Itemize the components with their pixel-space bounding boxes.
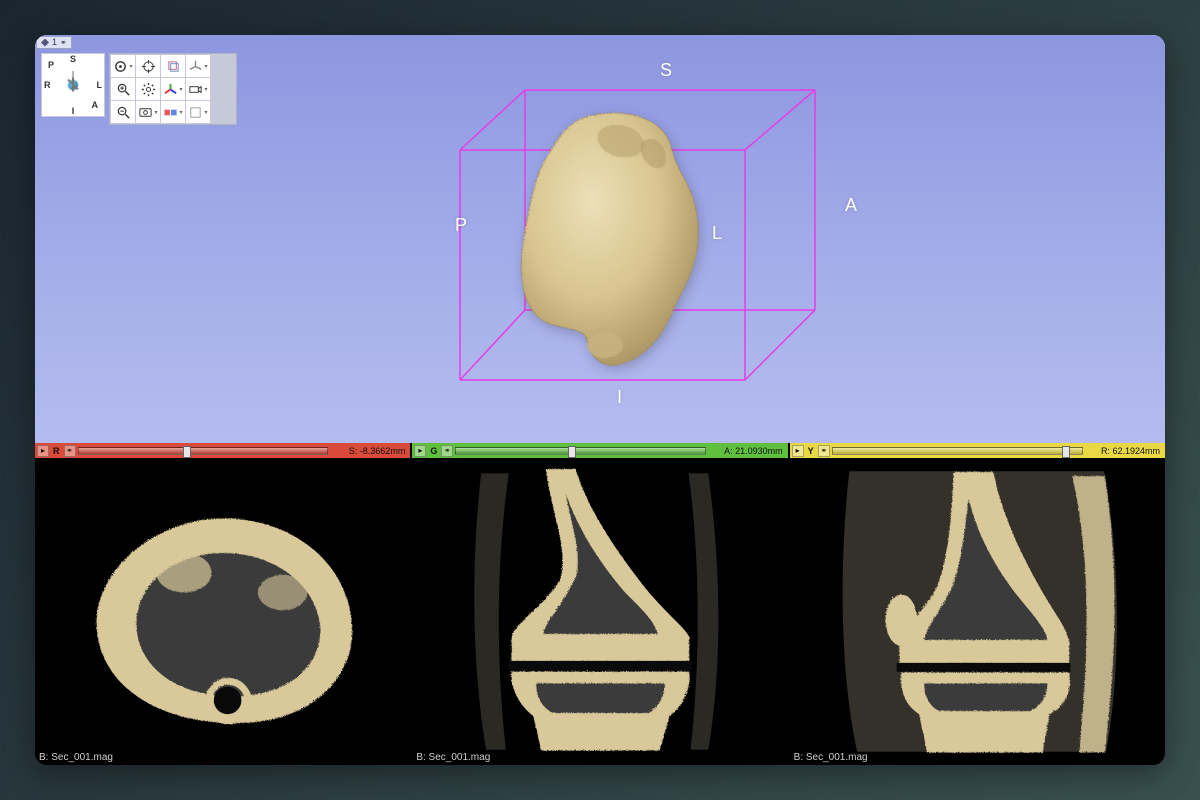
slice-readout: R: 62.1924mm — [1085, 446, 1163, 456]
slider-thumb[interactable] — [568, 446, 576, 458]
slice-bar-sagittal: ▸ Y ⚭ R: 62.1924mm — [790, 443, 1165, 458]
zoom-out-button[interactable] — [111, 101, 135, 123]
orient-bottom: I — [617, 387, 622, 408]
compass-i: I — [72, 106, 75, 116]
slider-thumb[interactable] — [1062, 446, 1070, 458]
app-window: 1 ⚭ S I R L P A — [35, 35, 1165, 765]
slice-slider-coronal[interactable] — [455, 447, 705, 455]
slice-pin-button[interactable]: ▸ — [37, 445, 49, 457]
slice-coronal: ▸ G ⚭ A: 21.0930mm — [412, 443, 787, 765]
compass-s: S — [70, 54, 76, 64]
rgb-axes-button[interactable] — [161, 78, 185, 100]
slice-link-button[interactable]: ⚭ — [64, 445, 76, 457]
axes-toggle-button[interactable] — [186, 55, 210, 77]
slice-panels: ▸ R ⚭ S: -8.3662mm — [35, 443, 1165, 765]
view-reset-button[interactable] — [111, 55, 135, 77]
slice-footer: B: Sec_001.mag — [39, 752, 113, 763]
slice-slider-sagittal[interactable] — [832, 447, 1083, 455]
slice-axis-label: Y — [806, 446, 816, 456]
slice-readout: A: 21.0930mm — [708, 446, 786, 456]
link-icon: ⚭ — [60, 37, 67, 48]
compass-p: P — [48, 60, 54, 70]
ortho-camera-button[interactable] — [186, 78, 210, 100]
blank-button[interactable] — [186, 101, 210, 123]
slice-slider-axial[interactable] — [78, 447, 329, 455]
compass-r: R — [44, 80, 51, 90]
orientation-compass[interactable]: S I R L P A — [41, 53, 105, 117]
slice-image-axial[interactable]: B: Sec_001.mag — [35, 458, 410, 765]
viewport-toolbar — [109, 53, 237, 125]
screenshot-button[interactable] — [136, 101, 160, 123]
layers-button[interactable] — [161, 55, 185, 77]
zoom-in-button[interactable] — [111, 78, 135, 100]
slider-thumb[interactable] — [183, 446, 191, 458]
slice-bar-axial: ▸ R ⚭ S: -8.3662mm — [35, 443, 410, 458]
viewport-3d[interactable]: 1 ⚭ S I R L P A — [35, 35, 1165, 443]
stereo-button[interactable] — [161, 101, 185, 123]
orient-left: P — [455, 215, 467, 236]
slice-pin-button[interactable]: ▸ — [414, 445, 426, 457]
slice-pin-button[interactable]: ▸ — [792, 445, 804, 457]
viewport-tab[interactable]: 1 ⚭ — [36, 36, 72, 49]
compass-l: L — [97, 80, 103, 90]
slice-link-button[interactable]: ⚭ — [818, 445, 830, 457]
slice-sagittal: ▸ Y ⚭ R: 62.1924mm — [790, 443, 1165, 765]
orient-rfar: A — [845, 195, 857, 216]
slice-axis-label: G — [428, 446, 439, 456]
slice-link-button[interactable]: ⚭ — [441, 445, 453, 457]
orient-top: S — [660, 60, 672, 81]
viewport-tab-label: 1 — [52, 37, 57, 48]
slice-readout: S: -8.3662mm — [330, 446, 408, 456]
compass-a: A — [92, 100, 99, 110]
crosshair-button[interactable] — [136, 55, 160, 77]
slice-image-sagittal[interactable]: B: Sec_001.mag — [790, 458, 1165, 765]
gear-button[interactable] — [136, 78, 160, 100]
slice-axial: ▸ R ⚭ S: -8.3662mm — [35, 443, 410, 765]
slice-bar-coronal: ▸ G ⚭ A: 21.0930mm — [412, 443, 787, 458]
slice-image-coronal[interactable]: B: Sec_001.mag — [412, 458, 787, 765]
pin-icon — [41, 39, 49, 47]
slice-footer: B: Sec_001.mag — [794, 752, 868, 763]
bone-3d-render — [490, 105, 750, 385]
slice-footer: B: Sec_001.mag — [416, 752, 490, 763]
slice-axis-label: R — [51, 446, 62, 456]
